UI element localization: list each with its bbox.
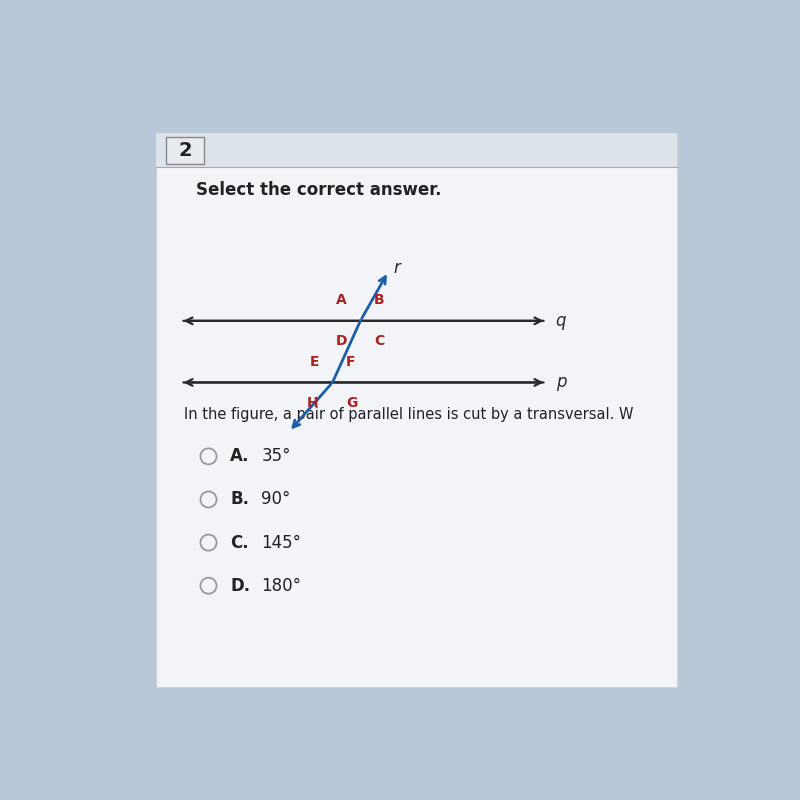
Text: A: A	[336, 294, 346, 307]
Text: In the figure, a pair of parallel lines is cut by a transversal. W: In the figure, a pair of parallel lines …	[184, 407, 634, 422]
Text: Select the correct answer.: Select the correct answer.	[196, 181, 442, 198]
Text: D.: D.	[230, 577, 250, 594]
Text: C.: C.	[230, 534, 249, 552]
Text: E: E	[310, 355, 319, 369]
Text: A.: A.	[230, 447, 250, 466]
Text: 145°: 145°	[262, 534, 302, 552]
Text: H: H	[307, 396, 319, 410]
FancyBboxPatch shape	[166, 138, 204, 164]
FancyBboxPatch shape	[156, 133, 677, 167]
Text: G: G	[346, 396, 358, 410]
Text: B.: B.	[230, 490, 250, 509]
FancyBboxPatch shape	[156, 133, 677, 687]
Text: C: C	[374, 334, 384, 348]
Text: 90°: 90°	[262, 490, 290, 509]
Text: 35°: 35°	[262, 447, 290, 466]
Text: q: q	[556, 312, 566, 330]
Text: p: p	[556, 374, 566, 391]
Text: F: F	[346, 355, 356, 369]
Text: r: r	[394, 259, 400, 278]
Text: 180°: 180°	[262, 577, 302, 594]
Text: 2: 2	[178, 142, 192, 160]
Text: B: B	[374, 294, 385, 307]
Text: D: D	[335, 334, 346, 348]
